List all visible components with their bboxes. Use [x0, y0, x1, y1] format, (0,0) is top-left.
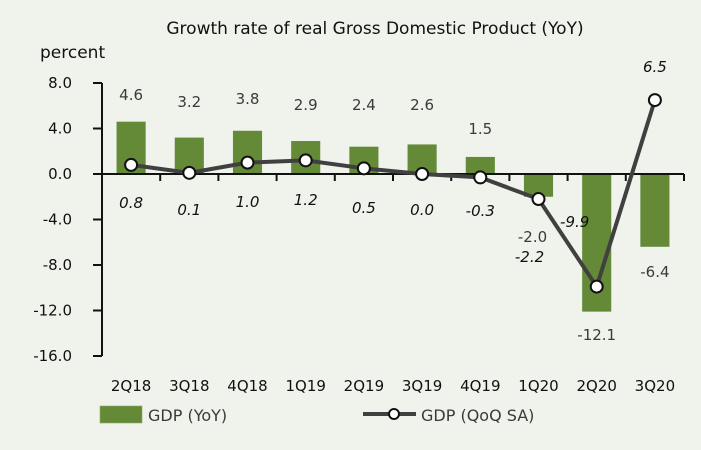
point-gdp-qoq — [298, 153, 313, 168]
y-tick-label: -8.0 — [43, 256, 72, 274]
bar-data-label: 3.2 — [177, 93, 201, 111]
point-gdp-qoq — [182, 165, 197, 180]
x-tick-label: 2Q19 — [344, 377, 384, 395]
legend: GDP (YoY) GDP (QoQ SA) — [99, 405, 534, 425]
y-tick-label: 8.0 — [48, 74, 72, 92]
legend-label-gdp-qoq: GDP (QoQ SA) — [421, 406, 534, 425]
bar-data-label: -2.0 — [518, 228, 547, 246]
bar-gdp-yoy — [465, 156, 495, 174]
point-gdp-qoq — [240, 155, 255, 170]
chart-title: Growth rate of real Gross Domestic Produ… — [166, 19, 583, 39]
point-gdp-qoq — [356, 161, 371, 176]
x-tick-label: 3Q19 — [402, 377, 442, 395]
bar-data-label: 3.8 — [236, 90, 260, 108]
legend-label-gdp-yoy: GDP (YoY) — [148, 406, 227, 425]
x-tick-label: 1Q20 — [518, 377, 558, 395]
bar-data-label: 4.6 — [119, 86, 143, 104]
point-gdp-qoq — [531, 192, 546, 207]
point-gdp-qoq — [473, 170, 488, 185]
x-tick-label: 3Q18 — [169, 377, 209, 395]
line-data-label: 1.0 — [236, 193, 260, 211]
line-data-label: -0.3 — [466, 202, 495, 220]
y-axis-unit-label: percent — [40, 43, 105, 63]
bar-data-label: 1.5 — [468, 120, 492, 138]
y-tick-label: -16.0 — [33, 347, 72, 365]
y-tick-label: 4.0 — [48, 120, 72, 138]
line-data-label: 0.8 — [119, 194, 143, 212]
y-tick-label: 0.0 — [48, 165, 72, 183]
line-data-label: -9.9 — [560, 213, 589, 231]
legend-marker-gdp-qoq — [388, 408, 400, 420]
point-gdp-qoq — [647, 93, 662, 108]
x-tick-label: 4Q19 — [460, 377, 500, 395]
bar-gdp-yoy — [640, 174, 670, 247]
legend-swatch-gdp-yoy — [99, 405, 143, 424]
bar-data-label: -12.1 — [577, 326, 616, 344]
bar-data-label: 2.4 — [352, 96, 376, 114]
line-data-label: 0.5 — [352, 199, 376, 217]
line-gdp-qoq — [130, 99, 657, 289]
x-tick-label: 4Q18 — [227, 377, 267, 395]
bar-gdp-yoy — [523, 174, 554, 197]
y-tick-label: -12.0 — [33, 302, 72, 320]
bar-data-label: -6.4 — [640, 263, 669, 281]
line-data-label: 1.2 — [294, 191, 318, 209]
x-tick-label: 1Q19 — [285, 377, 325, 395]
line-data-label: -2.2 — [515, 248, 544, 266]
point-gdp-qoq — [124, 157, 139, 172]
point-gdp-qoq — [589, 279, 604, 294]
bar-data-label: 2.6 — [410, 96, 434, 114]
point-gdp-qoq — [415, 167, 430, 181]
line-data-label: 6.5 — [643, 58, 667, 76]
x-tick-label: 2Q20 — [576, 377, 616, 395]
line-data-label: 0.1 — [177, 201, 201, 219]
bar-data-label: 2.9 — [294, 96, 318, 114]
x-tick-label: 3Q20 — [635, 377, 675, 395]
y-tick-label: -4.0 — [43, 211, 72, 229]
line-data-label: 0.0 — [410, 201, 434, 219]
x-tick-label: 2Q18 — [111, 377, 151, 395]
